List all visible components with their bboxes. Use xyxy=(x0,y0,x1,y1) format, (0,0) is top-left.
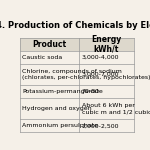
Text: 70-80: 70-80 xyxy=(82,89,99,94)
Text: Ammonium persulphate: Ammonium persulphate xyxy=(22,123,98,128)
Text: 3,000-4,000: 3,000-4,000 xyxy=(82,55,119,60)
Text: Hydrogen and oxygen: Hydrogen and oxygen xyxy=(22,106,92,111)
Text: Table 8.4. Production of Chemicals by Electrolysis: Table 8.4. Production of Chemicals by El… xyxy=(0,21,150,30)
Text: Product: Product xyxy=(33,40,67,49)
Bar xyxy=(20,38,134,51)
Text: Energy
kWh/t: Energy kWh/t xyxy=(91,34,122,54)
Text: 3,000-7,000: 3,000-7,000 xyxy=(82,72,119,77)
Text: Chlorine, compounds of sodium
(chlorates, per-chlorates, hypochlorates): Chlorine, compounds of sodium (chlorates… xyxy=(22,69,150,80)
Text: Potassium-permanganate: Potassium-permanganate xyxy=(22,89,103,94)
Text: About 6 kWh per
cubic m and 1/2 cubic m: About 6 kWh per cubic m and 1/2 cubic m xyxy=(82,103,150,114)
Text: 2,000-2,500: 2,000-2,500 xyxy=(82,123,119,128)
Text: Caustic soda: Caustic soda xyxy=(22,55,63,60)
